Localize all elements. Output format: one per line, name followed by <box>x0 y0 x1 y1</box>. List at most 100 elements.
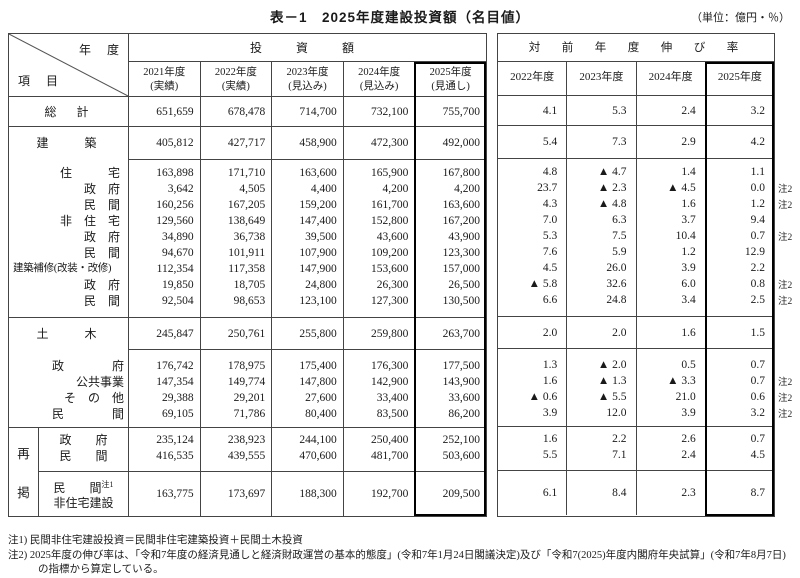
invest-value: 175,400 <box>272 358 344 374</box>
invest-value: 481,700 <box>344 448 416 464</box>
invest-value: 149,774 <box>201 374 273 390</box>
growth-value: ▲ 4.7 <box>567 164 637 180</box>
growth-value: 7.6 <box>498 244 568 260</box>
invest-value <box>415 309 486 317</box>
row-label: 政 府 <box>9 181 129 197</box>
invest-col-header: 2022年度 (実績) <box>201 62 273 96</box>
invest-value <box>344 422 416 427</box>
invest-header-right: 投 資 額 2021年度 (実績) 2022年度 (実績) 2023年度 (見込み) 202… <box>129 34 486 96</box>
growth-value: 0.0 <box>750 182 765 194</box>
growth-row-d_gov: 1.3 ▲ 2.0 0.5 0.7 <box>498 357 774 373</box>
invest-value: 26,300 <box>344 277 416 293</box>
growth-row-sokei: 4.1 5.3 2.4 3.2 <box>498 96 774 126</box>
invest-value: 235,124 <box>129 432 201 448</box>
note2-marker: 注2 <box>778 281 793 291</box>
growth-value: 3.4 <box>637 292 706 308</box>
growth-value: 2.3 <box>637 471 706 515</box>
invest-value: 29,201 <box>201 390 273 406</box>
growth-value: 1.6 <box>498 431 568 447</box>
growth-value: 4.8 <box>498 164 568 180</box>
invest-value: 165,900 <box>344 165 416 181</box>
invest-value <box>272 428 344 432</box>
growth-value: 1.3 <box>498 357 568 373</box>
table-row-d_gov: 政 府 176,742 178,975 175,400 176,300 177,500 <box>9 358 486 374</box>
invest-value <box>201 422 273 427</box>
invest-value: 34,890 <box>129 229 201 245</box>
invest-value <box>201 160 273 165</box>
row-label: 公共事業 <box>9 374 129 390</box>
invest-value: 238,923 <box>201 432 273 448</box>
invest-value <box>201 428 273 432</box>
growth-value: 7.1 <box>567 447 637 463</box>
table-row-h_gov: 政 府 34,890 36,738 39,500 43,600 43,900 <box>9 229 486 245</box>
footnote-1: 注1) 民間非住宅建設投資＝民間非住宅建築投資＋民間土木投資 <box>8 535 303 546</box>
invest-value: 36,738 <box>201 229 273 245</box>
invest-value: 19,850 <box>129 277 201 293</box>
invest-value: 245,847 <box>129 318 201 350</box>
growth-value: 6.1 <box>498 471 568 515</box>
invest-value <box>344 350 416 358</box>
invest-value: 92,504 <box>129 293 201 309</box>
growth-value: 1.5 <box>750 327 765 339</box>
growth-value: 2.2 <box>750 262 765 274</box>
growth-row-kenchiku: 5.4 7.3 2.9 4.2 <box>498 126 774 159</box>
invest-value <box>344 464 416 471</box>
saikei-char: 掲 <box>17 486 30 500</box>
label-spacer <box>9 350 129 358</box>
invest-value: 4,400 <box>272 181 344 197</box>
row-label: 民 間 <box>9 245 129 261</box>
note2-slot <box>778 260 800 276</box>
growth-value: 10.4 <box>637 228 706 244</box>
invest-value <box>129 428 201 432</box>
row-label: 民 間注1 非住宅建設 <box>9 472 129 516</box>
table-row-j_min: 民 間 160,256 167,205 159,200 161,700 163,600 <box>9 197 486 213</box>
growth-value: 1.1 <box>750 166 765 178</box>
growth-value <box>567 421 637 426</box>
invest-value: 167,800 <box>442 167 480 179</box>
growth-value: 7.0 <box>498 212 568 228</box>
invest-value <box>129 309 201 317</box>
invest-value: 130,500 <box>442 295 480 307</box>
growth-value: 23.7 <box>498 180 568 196</box>
corner-cell: 年 度 項 目 <box>9 34 129 96</box>
table-row-kenchiku: 建 築 405,812 427,717 458,900 472,300 492,000 <box>9 127 486 160</box>
invest-value: 157,000 <box>442 263 480 275</box>
invest-value <box>415 464 486 471</box>
invest-value: 83,500 <box>344 406 416 422</box>
growth-value: 4.5 <box>498 260 568 276</box>
table-title: 表－1 2025年度建設投資額（名目値） <box>269 10 531 25</box>
invest-value: 163,898 <box>129 165 201 181</box>
growth-value: ▲ 2.0 <box>567 357 637 373</box>
invest-value: 142,900 <box>344 374 416 390</box>
growth-value: 2.5 <box>750 294 765 306</box>
invest-value: 472,300 <box>343 127 416 160</box>
invest-value: 439,555 <box>201 448 273 464</box>
invest-value: 167,205 <box>201 197 273 213</box>
growth-value: 1.4 <box>637 164 706 180</box>
growth-value: 2.9 <box>637 126 706 158</box>
growth-row-doboku: 2.0 2.0 1.6 1.5 <box>498 317 774 349</box>
corner-item-label: 項 目 <box>18 74 61 88</box>
invest-value <box>272 422 344 427</box>
invest-value: 29,388 <box>129 390 201 406</box>
invest-value <box>201 464 273 471</box>
note1-superscript: 注1 <box>101 480 114 489</box>
growth-value: 1.6 <box>498 373 568 389</box>
invest-value: 252,100 <box>442 434 480 446</box>
growth-value <box>567 349 637 357</box>
invest-value: 26,500 <box>448 279 480 291</box>
invest-value: 714,700 <box>272 97 344 126</box>
invest-value: 147,400 <box>272 213 344 229</box>
growth-row-j_min: 4.3 ▲ 4.8 1.6 1.2 <box>498 196 774 212</box>
growth-value: 9.4 <box>750 214 765 226</box>
growth-value: 6.3 <box>567 212 637 228</box>
growth-row-hoshu: 4.5 26.0 3.9 2.2 <box>498 260 774 276</box>
table-row-ho_gov: 政 府 19,850 18,705 24,800 26,300 26,500 <box>9 277 486 293</box>
note2-slot <box>778 126 800 159</box>
growth-col-header: 2023年度 <box>567 62 637 95</box>
footnotes: 注1) 民間非住宅建設投資＝民間非住宅建築投資＋民間土木投資 注2) 2025年… <box>8 534 794 578</box>
growth-value: 0.6 <box>750 391 765 403</box>
row-label: 土 木 <box>9 318 129 350</box>
saikei-char: 再 <box>17 447 30 461</box>
growth-row-d_sonota: ▲ 0.6 ▲ 5.5 21.0 0.6 <box>498 389 774 405</box>
